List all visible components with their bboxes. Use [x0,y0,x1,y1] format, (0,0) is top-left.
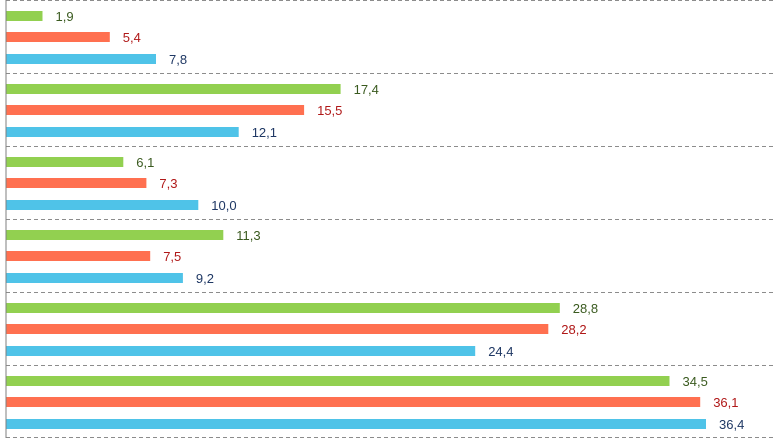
data-label-group-6-series-1: 34,5 [683,374,708,389]
bar-group-2-series-2 [6,105,305,115]
data-label-group-1-series-1: 1,9 [56,9,74,24]
bar-group-5-series-1 [6,303,560,313]
bar-group-1-series-1 [6,11,43,21]
bar-group-1-series-3 [6,54,156,64]
data-label-group-4-series-1: 11,3 [236,228,260,243]
bar-group-1-series-2 [6,32,110,42]
data-label-group-4-series-3: 9,2 [196,271,214,286]
data-label-group-5-series-2: 28,2 [561,322,586,337]
data-label-group-2-series-3: 12,1 [252,125,277,140]
bar-group-3-series-1 [6,157,124,167]
data-label-group-2-series-2: 15,5 [317,103,342,118]
bar-group-6-series-3 [6,419,706,429]
data-label-group-2-series-1: 17,4 [354,82,379,97]
bar-group-4-series-1 [6,230,224,240]
bar-group-3-series-2 [6,178,147,188]
bar-group-2-series-3 [6,127,239,137]
data-label-group-3-series-3: 10,0 [211,198,236,213]
bar-group-5-series-2 [6,324,549,334]
labels-layer: 1,9 5,4 7,8 17,4 15,5 12,1 6,1 7,3 10,011,3 7,5 9,… [56,9,745,432]
bar-group-6-series-1 [6,376,670,386]
bar-group-4-series-3 [6,273,183,283]
data-label-group-3-series-2: 7,3 [159,176,177,191]
data-label-group-5-series-3: 24,4 [488,344,513,359]
grid-layer [6,0,774,438]
bar-group-6-series-2 [6,397,701,407]
data-label-group-1-series-3: 7,8 [169,52,187,67]
bar-group-2-series-1 [6,84,341,94]
bars-layer [6,11,706,429]
data-label-group-4-series-2: 7,5 [163,249,181,264]
data-label-group-3-series-1: 6,1 [136,155,154,170]
data-label-group-5-series-1: 28,8 [573,301,598,316]
data-label-group-6-series-3: 36,4 [719,417,744,432]
data-label-group-6-series-2: 36,1 [713,395,738,410]
bar-group-5-series-3 [6,346,476,356]
bar-group-3-series-3 [6,200,199,210]
data-label-group-1-series-2: 5,4 [123,30,141,45]
bar-group-4-series-2 [6,251,151,261]
